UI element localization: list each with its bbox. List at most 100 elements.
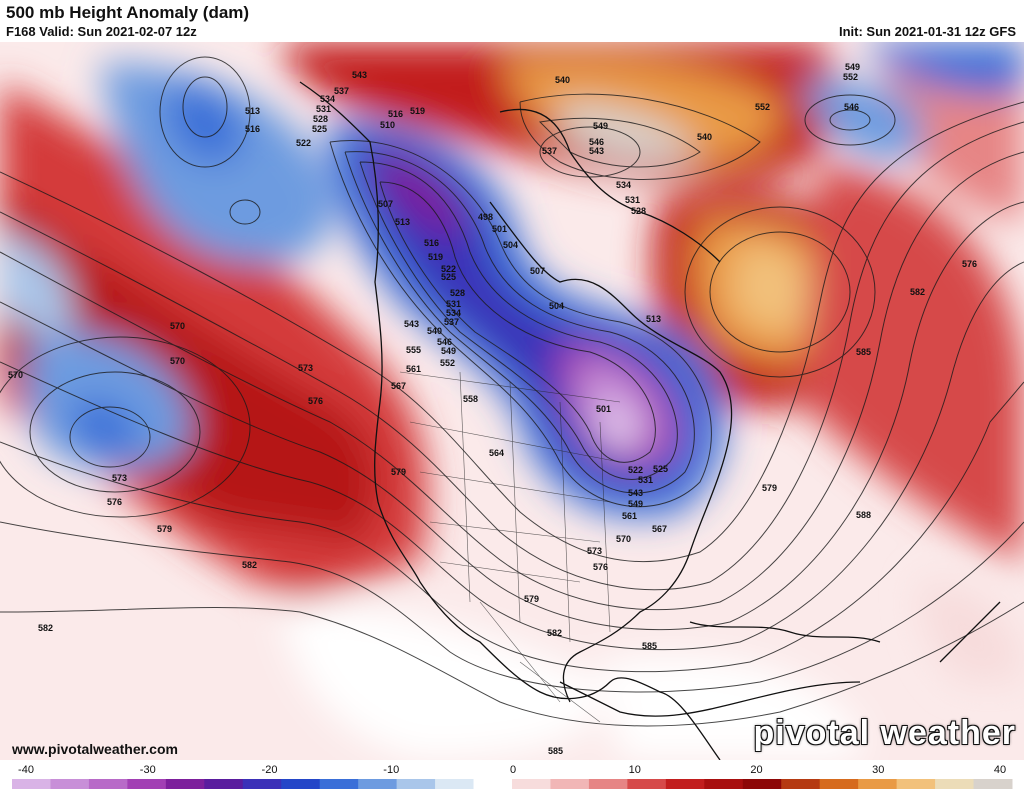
- contour-label: 546: [844, 102, 859, 112]
- contour-label: 576: [593, 562, 608, 572]
- contour-label: 519: [428, 252, 443, 262]
- contour-label: 579: [391, 467, 406, 477]
- contour-label: 528: [313, 114, 328, 124]
- contour-label: 585: [642, 641, 657, 651]
- contour-label: 501: [492, 224, 507, 234]
- contour-label: 552: [440, 358, 455, 368]
- contour-label: 570: [170, 321, 185, 331]
- contour-label: 537: [444, 317, 459, 327]
- contour-label: 549: [441, 346, 456, 356]
- contour-label: 513: [245, 106, 260, 116]
- contour-label: 570: [616, 534, 631, 544]
- contour-label: 516: [245, 124, 260, 134]
- contour-label: 513: [395, 217, 410, 227]
- contour-label: 549: [845, 62, 860, 72]
- contour-label: 516: [388, 109, 403, 119]
- contour-label: 579: [157, 524, 172, 534]
- contour-label: 573: [587, 546, 602, 556]
- colorbar-swatch: [512, 779, 551, 789]
- contour-label: 543: [404, 319, 419, 329]
- init-time: Init: Sun 2021-01-31 12z GFS: [838, 24, 1016, 39]
- contour-label: 507: [378, 199, 393, 209]
- contour-label: 528: [450, 288, 465, 298]
- contour-label: 504: [503, 240, 518, 250]
- contour-label: 534: [320, 94, 335, 104]
- colorbar-swatch: [358, 779, 398, 789]
- colorbar-swatch: [588, 779, 628, 789]
- colorbar-swatch: [473, 779, 513, 789]
- anomaly-map: 543 537 534 531 528 525 513 516 519 516 …: [0, 42, 1024, 760]
- colorbar-tick-label: 10: [629, 764, 641, 776]
- contour-label: 513: [646, 314, 661, 324]
- contour-label: 561: [406, 364, 421, 374]
- contour-label: 585: [548, 746, 563, 756]
- contour-label: 522: [441, 264, 456, 274]
- colorbar-swatch: [88, 779, 128, 789]
- contour-label: 531: [446, 299, 461, 309]
- contour-label: 552: [843, 72, 858, 82]
- colorbar-swatch: [627, 779, 667, 789]
- contour-label: 564: [489, 448, 504, 458]
- contour-label: 525: [312, 124, 327, 134]
- colorbar-swatch: [704, 779, 744, 789]
- colorbar-swatch: [935, 779, 975, 789]
- map-title: 500 mb Height Anomaly (dam): [6, 3, 250, 22]
- contour-label: 552: [755, 102, 770, 112]
- contour-label: 531: [638, 475, 653, 485]
- contour-label: 519: [410, 106, 425, 116]
- contour-label: 579: [762, 483, 777, 493]
- contour-label: 576: [107, 497, 122, 507]
- colorbar-swatch: [50, 779, 90, 789]
- colorbar-swatch: [242, 779, 282, 789]
- colorbar-swatch: [319, 779, 359, 789]
- contour-label: 582: [242, 560, 257, 570]
- colorbar-swatch: [858, 779, 898, 789]
- contour-label: 501: [596, 404, 611, 414]
- contour-label: 522: [296, 138, 311, 148]
- colorbar-swatch: [819, 779, 859, 789]
- colorbar-tick-label: 0: [510, 764, 516, 776]
- contour-label: 573: [298, 363, 313, 373]
- contour-label: 531: [625, 195, 640, 205]
- colorbar-swatch: [127, 779, 167, 789]
- contour-label: 543: [352, 70, 367, 80]
- contour-label: 537: [542, 146, 557, 156]
- contour-label: 546: [437, 337, 452, 347]
- colorbar-swatch: [896, 779, 936, 789]
- contour-label: 567: [652, 524, 667, 534]
- contour-label: 528: [631, 206, 646, 216]
- contour-label: 522: [628, 465, 643, 475]
- contour-label: 540: [555, 75, 570, 85]
- contour-label: 498: [478, 212, 493, 222]
- contour-label: 516: [424, 238, 439, 248]
- colorbar-tick-label: 40: [994, 764, 1006, 776]
- colorbar-swatch: [665, 779, 705, 789]
- colorbar-swatch: [396, 779, 436, 789]
- contour-label: 585: [856, 347, 871, 357]
- website-label: www.pivotalweather.com: [12, 741, 178, 757]
- valid-time: F168 Valid: Sun 2021-02-07 12z: [6, 24, 197, 39]
- contour-label: 546: [589, 137, 604, 147]
- colorbar-svg: -40 -30 -20 -10 0 10 20 30 40: [12, 764, 1013, 789]
- colorbar-tick-label: 30: [872, 764, 884, 776]
- contour-label: 561: [622, 511, 637, 521]
- contour-label: 507: [530, 266, 545, 276]
- contour-label: 576: [962, 259, 977, 269]
- colorbar-swatch: [165, 779, 205, 789]
- contour-label: 537: [334, 86, 349, 96]
- contour-label: 531: [316, 104, 331, 114]
- contour-label: 543: [628, 488, 643, 498]
- contour-label: 579: [524, 594, 539, 604]
- contour-label: 549: [628, 499, 643, 509]
- colorbar-swatch: [550, 779, 590, 789]
- contour-label: 570: [8, 370, 23, 380]
- colorbar-swatch: [973, 779, 1013, 789]
- colorbar-swatch: [12, 779, 51, 789]
- contour-label: 534: [446, 308, 461, 318]
- contour-label: 573: [112, 473, 127, 483]
- colorbar-swatch: [204, 779, 244, 789]
- contour-label: 570: [170, 356, 185, 366]
- contour-label: 582: [547, 628, 562, 638]
- colorbar-swatch: [742, 779, 782, 789]
- contour-label: 582: [38, 623, 53, 633]
